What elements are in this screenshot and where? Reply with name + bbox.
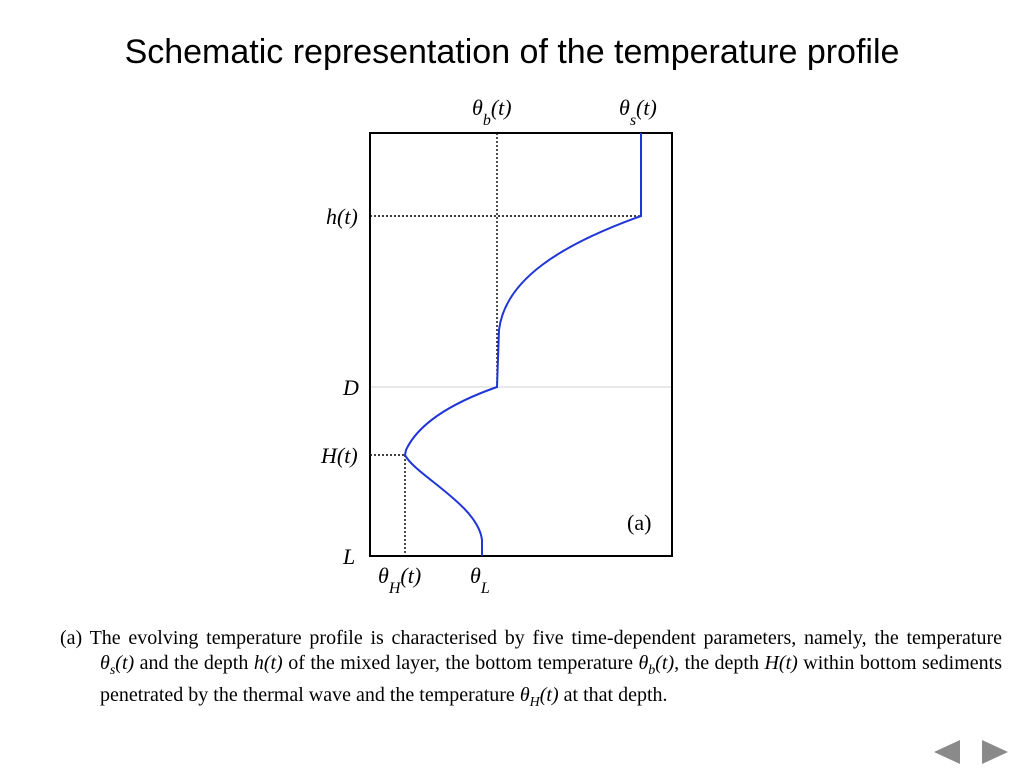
caption-part5: within bottom sediments penetrated by th… bbox=[100, 651, 1003, 707]
caption-theta-H: θH(t) bbox=[519, 684, 559, 710]
next-slide-icon[interactable] bbox=[982, 740, 1008, 764]
slide-title: Schematic representation of the temperat… bbox=[124, 33, 900, 71]
caption-part4: , the depth bbox=[674, 651, 765, 674]
H-t-label: H(t) bbox=[320, 443, 358, 468]
temperature-profile-curve bbox=[403, 133, 642, 556]
caption-theta-b: θb(t) bbox=[638, 651, 675, 678]
caption-prefix: (a) The evolving temperature profile is … bbox=[60, 627, 1002, 649]
plot-frame bbox=[369, 132, 673, 557]
panel-label: (a) bbox=[627, 510, 651, 535]
theta-s-label: θs(t) bbox=[619, 95, 657, 129]
caption-theta-s: θs(t) bbox=[100, 651, 135, 678]
theta-H-label: θH(t) bbox=[378, 563, 421, 597]
caption-part2: and the depth bbox=[134, 651, 254, 674]
l-label: L bbox=[342, 544, 355, 569]
caption-h-t: h(t) bbox=[253, 651, 283, 674]
caption-part6: at that depth. bbox=[558, 684, 668, 706]
caption-part3: of the mixed layer, the bottom temperatu… bbox=[282, 651, 639, 674]
d-label: D bbox=[342, 375, 359, 400]
caption-H-t: H(t) bbox=[764, 651, 798, 674]
theta-b-label: θb(t) bbox=[472, 95, 512, 129]
theta-L-label: θL bbox=[470, 563, 490, 597]
previous-slide-icon[interactable] bbox=[934, 740, 960, 764]
h-t-label: h(t) bbox=[326, 204, 358, 229]
figure-caption: (a) The evolving temperature profile is … bbox=[60, 626, 1002, 716]
